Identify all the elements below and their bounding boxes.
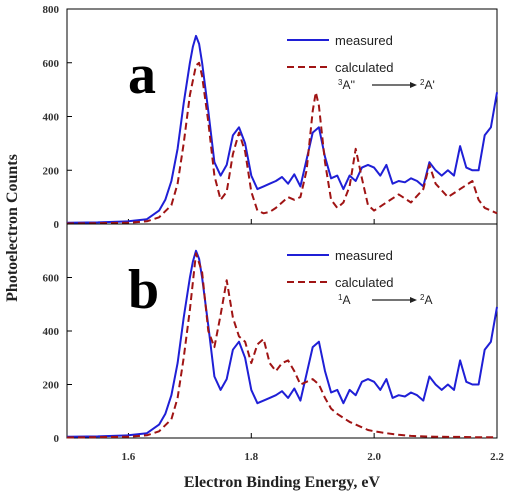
transition-to: 2A' (420, 78, 435, 93)
legend-label-measured: measured (335, 248, 393, 263)
transition-arrowhead (410, 82, 417, 88)
transition-from: 3A'' (338, 78, 355, 93)
transition-to: 2A (420, 293, 432, 308)
panel-b-ytick-label: 200 (43, 380, 60, 392)
panel-a-ytick-label: 200 (43, 165, 60, 177)
legend-label-calculated: calculated (335, 60, 394, 75)
panel-a-frame (66, 8, 498, 225)
transition-arrowhead (410, 297, 417, 303)
panel-a-ytick-label: 400 (43, 112, 60, 124)
panel-b-ytick-label: 400 (43, 326, 60, 338)
panel-a-series-calculated (66, 61, 498, 225)
panel-b-series-calculated (66, 252, 497, 439)
transition-from: 1A (338, 293, 350, 308)
panel-b-frame (66, 223, 498, 439)
panel-b-ytick-label: 0 (54, 433, 60, 445)
y-axis-title: Photoelectron Counts (4, 154, 21, 302)
panel-a-ytick-label: 600 (43, 58, 60, 70)
x-tick-label: 1.6 (122, 451, 136, 463)
panel-b-ytick-label: 600 (43, 273, 60, 285)
x-axis-title: Electron Binding Energy, eV (184, 474, 381, 491)
panel-a-series-measured (66, 34, 498, 224)
panel-label-b: b (128, 259, 159, 321)
x-tick-label: 1.8 (244, 451, 258, 463)
legend-label-calculated: calculated (335, 275, 394, 290)
panel-label-a: a (128, 44, 156, 106)
panel-a-ytick-label: 800 (43, 4, 60, 16)
panel-b-series-measured (66, 249, 498, 438)
legend-label-measured: measured (335, 33, 393, 48)
x-tick-label: 2.0 (367, 451, 381, 463)
panel-a-ytick-label: 0 (54, 219, 60, 231)
x-tick-label: 2.2 (490, 451, 504, 463)
plot-layer: 0 200 400 600 800 a measured calculated 3A'' 2A' 0… (43, 4, 505, 463)
